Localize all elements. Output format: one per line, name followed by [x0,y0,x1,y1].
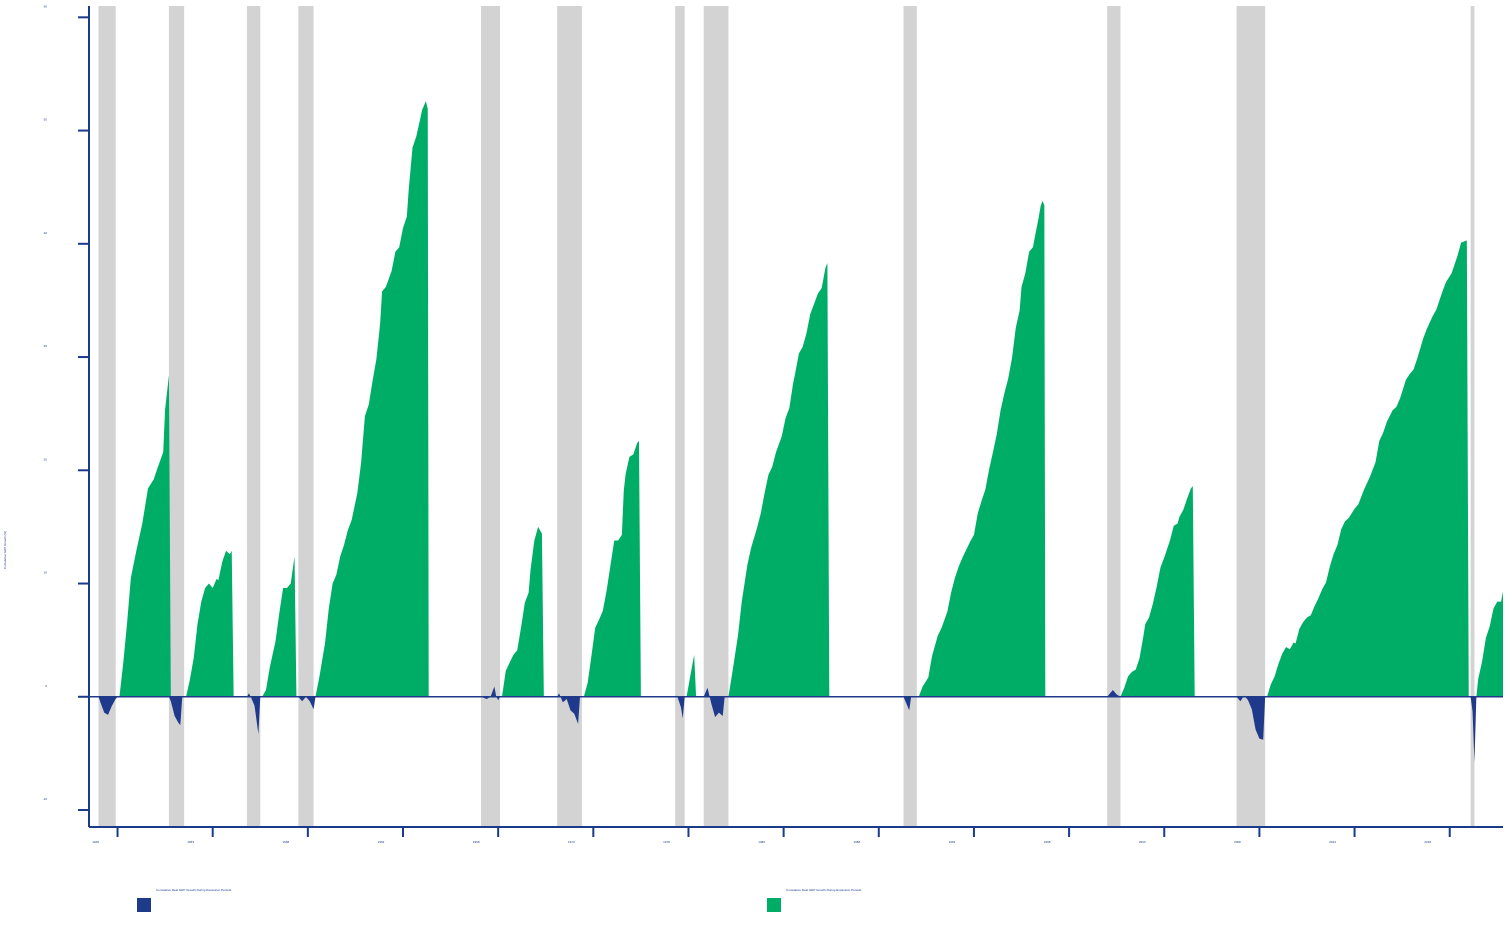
y-tick-label: 30 [44,344,48,348]
legend-swatch-recession [137,898,151,912]
x-tick-label: 2008 [1234,840,1241,844]
x-tick-label: 2013 [1329,840,1336,844]
expansion-area-series [119,101,1504,697]
x-tick-label: 1948 [92,840,99,844]
recession-band [1470,6,1475,827]
y-tick-label: 0 [45,684,47,688]
x-tick-label: 2018 [1424,840,1431,844]
x-tick-label: 1988 [853,840,860,844]
x-tick-label: 1958 [283,840,290,844]
y-tick-label: -10 [43,797,48,801]
y-tick-label: 40 [44,231,48,235]
area-series [98,101,1504,763]
y-tick-label: 10 [44,571,48,575]
axes: -10 0 10 20 30 40 50 60 1948 1953 1958 1963 1968 1973… [43,4,1503,844]
x-tick-label: 1998 [1044,840,1051,844]
y-tick-label: 60 [44,4,48,8]
recession-band [168,6,185,827]
x-tick-label: 1973 [568,840,575,844]
x-tick-label: 1963 [378,840,385,844]
legend-label-expansion: Cumulative Real GDP Growth During Expans… [786,888,862,892]
x-tick-label: 1978 [663,840,670,844]
x-tick-label: 1968 [473,840,480,844]
recession-band [557,6,582,827]
x-tick-label: 1983 [758,840,765,844]
y-tick-label: 20 [44,457,48,461]
legend-item-recession: Cumulative Real GDP Growth During Recess… [137,888,231,912]
legend-swatch-expansion [767,898,781,912]
legend-item-expansion: Cumulative Real GDP Growth During Expans… [767,888,861,912]
recession-band [675,6,685,827]
recession-band [1107,6,1121,827]
recession-band [246,6,261,827]
recession-band [481,6,501,827]
x-tick-label: 1993 [949,840,956,844]
x-tick-label: 2003 [1139,840,1146,844]
recession-band [298,6,314,827]
y-tick-label: 50 [44,118,48,122]
recession-band [903,6,917,827]
recession-band [98,6,116,827]
y-axis-label: Cumulative GDP Growth (%) [3,531,7,569]
x-tick-label: 1953 [187,840,194,844]
legend-label-recession: Cumulative Real GDP Growth During Recess… [156,888,232,892]
recession-band [1236,6,1266,827]
